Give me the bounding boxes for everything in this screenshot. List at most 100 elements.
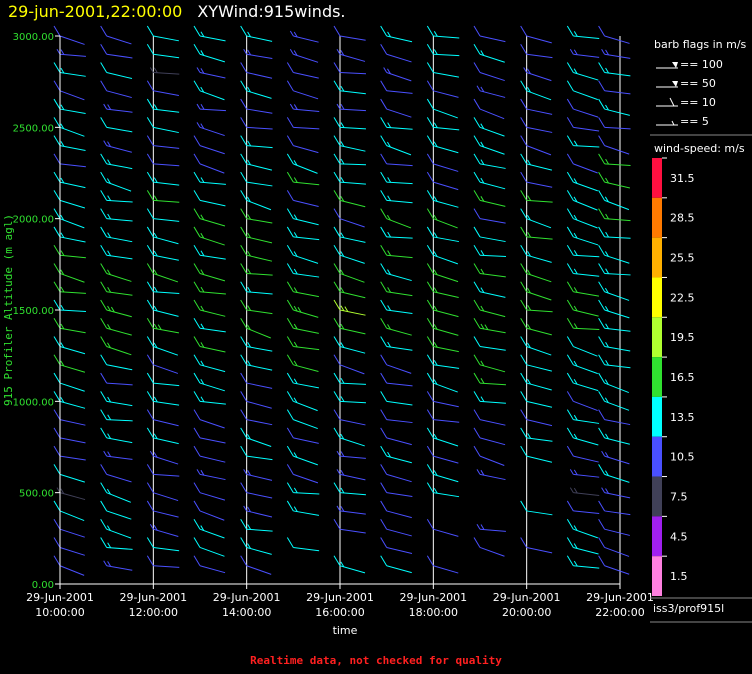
wind-barb	[286, 171, 320, 186]
x-tick-label-time: 16:00:00	[315, 606, 364, 619]
wind-barb	[53, 354, 86, 373]
wind-barb	[333, 372, 366, 385]
wind-barb	[100, 427, 133, 444]
x-tick-label-date: 29-Jun-2001	[213, 591, 281, 604]
wind-barb	[598, 354, 631, 369]
wind-barb	[146, 299, 179, 317]
wind-barb	[53, 391, 86, 409]
wind-barb	[100, 190, 133, 203]
data-source: iss3/prof915l	[653, 602, 725, 615]
wind-barb	[383, 67, 412, 82]
wind-barb	[240, 135, 273, 149]
wind-barb	[240, 208, 273, 224]
wind-barb	[598, 263, 631, 276]
wind-barb	[193, 281, 226, 295]
wind-barb	[333, 518, 366, 534]
wind-barb	[380, 354, 412, 374]
wind-barb	[286, 464, 319, 484]
wind-barb	[146, 244, 179, 261]
wind-barb	[240, 263, 273, 276]
wind-barb	[53, 409, 86, 426]
wind-barb	[193, 153, 225, 174]
wind-barb	[473, 537, 505, 557]
wind-barb	[100, 537, 133, 550]
wind-barb	[380, 391, 413, 406]
wind-barb	[289, 103, 320, 112]
wind-barb	[333, 153, 367, 166]
wind-barb	[598, 80, 631, 95]
wind-barb	[240, 62, 273, 79]
wind-barb	[333, 226, 366, 243]
x-tick-label-time: 14:00:00	[222, 606, 271, 619]
color-scale-swatch	[652, 317, 662, 358]
wind-barb	[520, 318, 552, 336]
color-scale-label: 19.5	[670, 331, 695, 344]
wind-barb	[473, 299, 506, 318]
wind-barb	[196, 103, 226, 112]
wind-barb	[193, 372, 225, 392]
wind-barb	[426, 135, 459, 154]
wind-barb	[426, 482, 460, 498]
wind-barb	[569, 487, 600, 497]
wind-barb	[566, 226, 599, 246]
wind-barb	[566, 281, 600, 297]
wind-barb	[566, 263, 600, 277]
wind-barb	[193, 135, 225, 155]
wind-barb	[426, 171, 459, 191]
wind-barb	[100, 153, 133, 170]
wind-barb	[56, 49, 86, 57]
wind-barb	[100, 336, 132, 356]
barb-legend-label: == 5	[680, 115, 709, 128]
y-axis-label: 915 Profiler Altitude (m agl)	[2, 214, 15, 406]
barb-legend-title: barb flags in m/s	[654, 38, 747, 51]
wind-barb	[286, 135, 319, 154]
wind-barb	[426, 427, 459, 447]
wind-barb	[103, 450, 133, 460]
wind-barb	[380, 464, 412, 483]
wind-barb	[520, 409, 553, 427]
wind-barb	[380, 25, 413, 43]
wind-barb	[336, 103, 366, 112]
wind-barb	[380, 555, 412, 574]
wind-barb	[520, 80, 552, 101]
wind-barb	[146, 263, 179, 283]
wind-barb	[146, 409, 179, 427]
wind-barb	[240, 537, 272, 555]
wind-barb	[100, 171, 132, 192]
y-tick-label: 2500.00	[13, 123, 54, 134]
wind-barb	[598, 244, 630, 264]
wind-barb	[146, 427, 179, 445]
wind-barb	[146, 208, 180, 222]
wind-barb	[520, 153, 553, 171]
wind-barb	[566, 518, 599, 539]
wind-barb	[476, 85, 506, 98]
axes: 0.00 500.00 1000.00 1500.00 2000.00 2500.00 30…	[13, 32, 654, 619]
wind-barb	[520, 299, 553, 313]
wind-barb	[598, 117, 631, 130]
wind-barb	[53, 62, 86, 77]
wind-barb	[566, 372, 599, 392]
wind-barb	[598, 62, 631, 77]
wind-barb	[566, 171, 598, 192]
color-scale-swatch	[652, 556, 662, 596]
wind-barb	[380, 372, 413, 387]
wind-barb	[601, 450, 630, 465]
wind-barb	[53, 500, 85, 522]
wind-barb	[426, 445, 459, 464]
wind-barb	[566, 500, 600, 515]
wind-barb	[286, 299, 319, 318]
wind-barb	[336, 505, 366, 515]
wind-barb	[286, 281, 319, 298]
wind-barb	[426, 117, 460, 131]
wind-barb	[243, 505, 273, 518]
wind-barb	[426, 281, 459, 299]
wind-barb	[100, 464, 132, 483]
color-scale-swatch	[652, 158, 662, 198]
wind-barb	[286, 336, 320, 351]
wind-barb	[520, 281, 552, 301]
wind-barb	[566, 135, 600, 148]
wind-barb	[380, 299, 413, 314]
wind-barb	[598, 555, 630, 575]
wind-barb	[520, 500, 553, 516]
